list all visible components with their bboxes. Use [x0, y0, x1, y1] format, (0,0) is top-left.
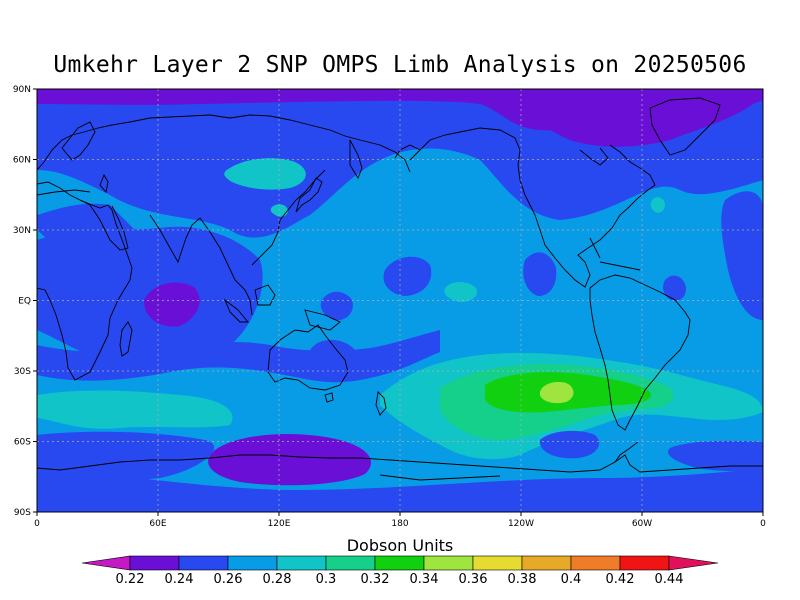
colorbar-swatch [129, 555, 180, 571]
lon-label: 120W [508, 519, 534, 529]
axis-ticks [33, 88, 764, 516]
antarctic-peninsula [614, 441, 639, 463]
north-africa-band [37, 203, 140, 270]
southern-turquoise-band [37, 390, 233, 429]
colorbar-level-label: 0.34 [410, 572, 439, 587]
lon-label: 0 [34, 519, 40, 529]
south-pacific-peak [540, 382, 574, 404]
colorbar-level-label: 0.3 [316, 572, 337, 587]
new-guinea-coast [304, 309, 341, 331]
atlantic-band [721, 191, 763, 320]
colorbar-swatch [570, 555, 621, 571]
colorbar-swatch [521, 555, 572, 571]
colorbar-swatch [423, 555, 474, 571]
longitude-labels: 0 60E 120E 180 120W 60W 0 [34, 519, 766, 529]
lat-label: 60N [13, 156, 31, 166]
lon-label: 60W [632, 519, 652, 529]
pacific-turquoise-spot [444, 282, 478, 302]
se-asia-coast [199, 217, 253, 316]
scandinavia-coast [61, 121, 96, 161]
south-atlantic-blue [668, 440, 763, 472]
colorbar-level-label: 0.32 [361, 572, 390, 587]
colorbar: 0.22 0.24 0.26 0.28 0.3 0.32 0.34 0.36 0.38 0.4 0.… [81, 555, 719, 587]
central-pacific-low [383, 256, 432, 296]
borneo-coast [254, 284, 276, 306]
colorbar-level-label: 0.42 [606, 572, 635, 587]
antarctic-purple-main [208, 434, 372, 486]
atlantic-turquoise-spot [650, 197, 665, 213]
colorbar-level-label: 0.4 [561, 572, 582, 587]
caspian [99, 173, 109, 193]
western-pacific-low [320, 291, 353, 321]
colorbar-swatch [178, 555, 229, 571]
lon-label: 180 [391, 519, 408, 529]
lat-label: 30N [13, 226, 31, 236]
coastlines [37, 97, 763, 481]
mexico-low [523, 252, 557, 296]
colorbar-level-label: 0.24 [165, 572, 194, 587]
colorbar-level-label: 0.44 [655, 572, 684, 587]
greenland-coast [649, 97, 721, 156]
arabia-coast [79, 199, 129, 251]
colorbar-swatch [325, 555, 376, 571]
caribbean-coast [599, 261, 641, 271]
colorbar-swatch [374, 555, 425, 571]
lon-label: 120E [268, 519, 291, 529]
colorbar-level-label: 0.28 [263, 572, 292, 587]
colorbar-level-label: 0.36 [459, 572, 488, 587]
mediterranean [37, 189, 91, 196]
tasmania-coast [324, 392, 334, 403]
south-america-coast [589, 274, 691, 431]
colorbar-title: Dobson Units [346, 536, 454, 555]
siberia-purple [515, 89, 763, 147]
madagascar-coast [119, 321, 133, 357]
colorbar-arrow-high [668, 555, 719, 571]
australia-coast [267, 324, 349, 391]
florida-coast [589, 237, 601, 259]
lon-label: 60E [149, 519, 166, 529]
colorbar-swatch [276, 555, 327, 571]
alaska-coast [394, 144, 421, 159]
map-title: Umkehr Layer 2 SNP OMPS Limb Analysis on… [53, 52, 747, 78]
north-america-coast [409, 127, 656, 288]
lon-label: 0 [760, 519, 766, 529]
colorbar-level-label: 0.22 [116, 572, 145, 587]
sumatra-coast [223, 298, 249, 323]
lat-label: 60S [14, 438, 31, 448]
antarctica-coast [37, 454, 763, 473]
colorbar-swatch [227, 555, 278, 571]
lat-label: 90S [14, 508, 31, 518]
colorbar-arrow-low [81, 555, 131, 571]
colorbar-swatch [472, 555, 523, 571]
lat-label: 30S [14, 367, 31, 377]
east-asia-coast [251, 169, 326, 266]
colorbar-level-label: 0.38 [508, 572, 537, 587]
colorbar-level-label: 0.26 [214, 572, 243, 587]
siberia-turquoise [224, 158, 306, 190]
south-blue-island [539, 430, 600, 459]
hudson-coast [579, 147, 609, 166]
india-coast [149, 214, 201, 264]
korea-japan-coast [295, 177, 323, 213]
colorbar-swatch [619, 555, 670, 571]
south-america-low [663, 275, 686, 301]
polar-south-blue [37, 431, 215, 482]
kamchatka-coast [349, 139, 363, 179]
ross-ice [379, 474, 501, 481]
lat-label: EQ [18, 297, 31, 307]
new-zealand-coast [375, 391, 387, 416]
southern-hemi-band [37, 330, 440, 383]
latitude-labels: 90N 60N 30N EQ 30S 60S 90S [13, 85, 31, 518]
gridlines [37, 89, 763, 512]
lat-label: 90N [13, 85, 31, 95]
